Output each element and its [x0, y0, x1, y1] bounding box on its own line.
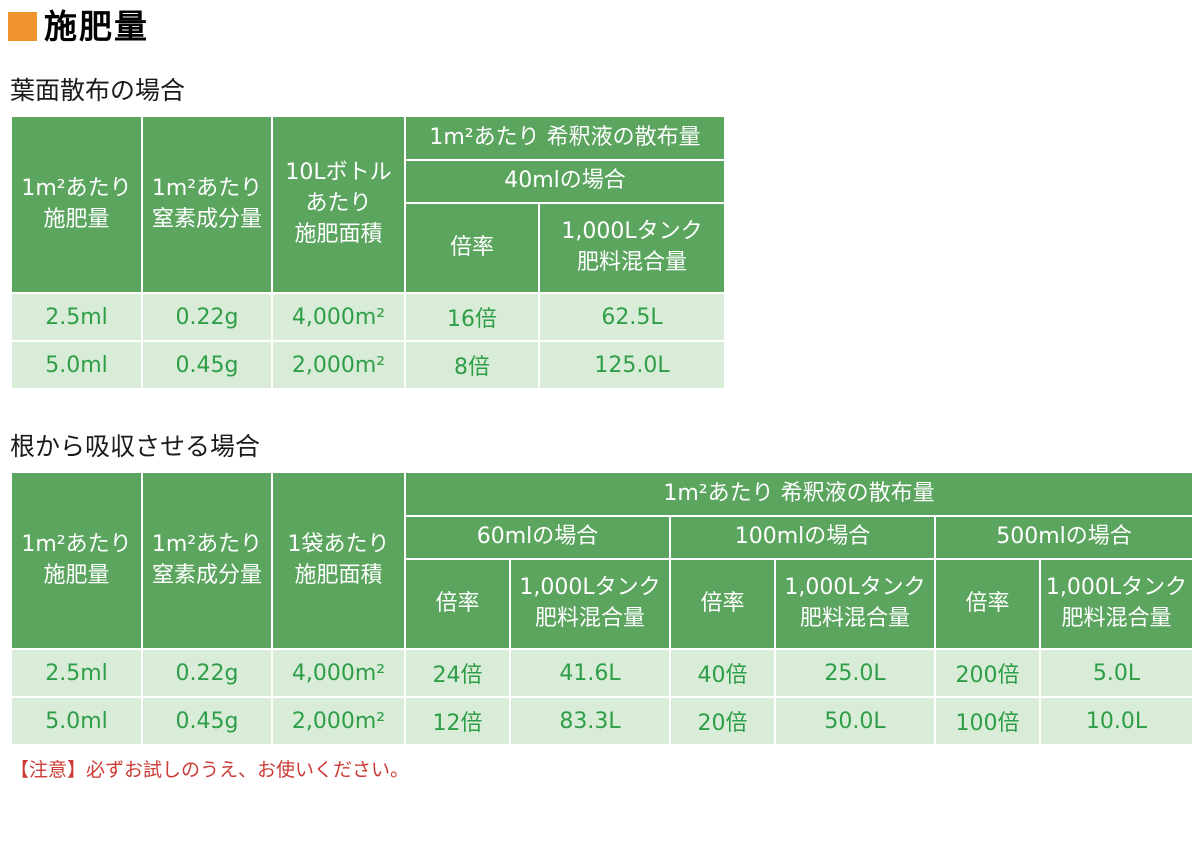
col-header-area-per-bag: 1袋あたり 施肥面積 [271, 471, 406, 650]
foliar-spray-table: 1m²あたり 施肥量 1m²あたり 窒素成分量 10Lボトル あたり 施肥面積 … [10, 115, 726, 390]
data-cell: 62.5L [538, 292, 726, 342]
data-cell: 10.0L [1039, 696, 1194, 746]
data-cell: 125.0L [538, 340, 726, 390]
data-cell: 0.45g [141, 340, 273, 390]
col-header-tank-mix: 1,000Lタンク 肥料混合量 [509, 558, 671, 650]
col-header-nitrogen-per-m2: 1m²あたり 窒素成分量 [141, 115, 273, 294]
foliar-section-label: 葉面散布の場合 [10, 76, 186, 105]
data-cell: 25.0L [774, 648, 936, 698]
col-header-ratio: 倍率 [669, 558, 776, 650]
page-title-row: 施肥量 [8, 10, 1200, 43]
col-header-fertilizer-per-m2: 1m²あたり 施肥量 [10, 115, 143, 294]
col-header-fertilizer-per-m2: 1m²あたり 施肥量 [10, 471, 143, 650]
data-cell: 5.0ml [10, 340, 143, 390]
data-cell: 24倍 [404, 648, 511, 698]
page-title: 施肥量 [44, 7, 149, 46]
data-cell: 0.22g [141, 292, 273, 342]
col-header-area-per-bottle: 10Lボトル あたり 施肥面積 [271, 115, 406, 294]
data-cell: 5.0ml [10, 696, 143, 746]
data-cell: 2.5ml [10, 292, 143, 342]
data-cell: 2,000m² [271, 340, 406, 390]
col-header-case-60ml: 60mlの場合 [404, 515, 671, 560]
col-header-tank-mix: 1,000Lタンク 肥料混合量 [538, 202, 726, 294]
col-header-ratio: 倍率 [404, 558, 511, 650]
col-header-case-500ml: 500mlの場合 [934, 515, 1194, 560]
data-cell: 40倍 [669, 648, 776, 698]
col-header-spray-amount-span: 1m²あたり 希釈液の散布量 [404, 115, 726, 161]
root-section-label: 根から吸収させる場合 [10, 432, 261, 461]
data-cell: 4,000m² [271, 292, 406, 342]
data-cell: 2,000m² [271, 696, 406, 746]
data-cell: 100倍 [934, 696, 1041, 746]
caution-note: 【注意】必ずお試しのうえ、お使いください。 [10, 759, 410, 781]
data-cell: 200倍 [934, 648, 1041, 698]
col-header-spray-amount-span: 1m²あたり 希釈液の散布量 [404, 471, 1194, 517]
col-header-nitrogen-per-m2: 1m²あたり 窒素成分量 [141, 471, 273, 650]
data-cell: 50.0L [774, 696, 936, 746]
data-cell: 20倍 [669, 696, 776, 746]
col-header-ratio: 倍率 [404, 202, 540, 294]
data-cell: 8倍 [404, 340, 540, 390]
col-header-ratio: 倍率 [934, 558, 1041, 650]
data-cell: 2.5ml [10, 648, 143, 698]
data-cell: 5.0L [1039, 648, 1194, 698]
table-row: 2.5ml 0.22g 4,000m² 16倍 62.5L [10, 292, 726, 342]
root-absorption-table: 1m²あたり 施肥量 1m²あたり 窒素成分量 1袋あたり 施肥面積 1m²あた… [10, 471, 1194, 746]
data-cell: 0.45g [141, 696, 273, 746]
table-row: 2.5ml 0.22g 4,000m² 24倍 41.6L 40倍 25.0L … [10, 648, 1194, 698]
title-accent-square [8, 12, 37, 41]
data-cell: 12倍 [404, 696, 511, 746]
data-cell: 0.22g [141, 648, 273, 698]
col-header-case-100ml: 100mlの場合 [669, 515, 936, 560]
data-cell: 4,000m² [271, 648, 406, 698]
data-cell: 83.3L [509, 696, 671, 746]
page: 施肥量 葉面散布の場合 1m²あたり 施肥量 1m²あたり 窒素成分量 10Lボ… [8, 10, 1200, 781]
col-header-tank-mix: 1,000Lタンク 肥料混合量 [1039, 558, 1194, 650]
col-header-tank-mix: 1,000Lタンク 肥料混合量 [774, 558, 936, 650]
data-cell: 41.6L [509, 648, 671, 698]
data-cell: 16倍 [404, 292, 540, 342]
col-header-case-40ml: 40mlの場合 [404, 159, 726, 204]
table-row: 5.0ml 0.45g 2,000m² 8倍 125.0L [10, 340, 726, 390]
table-row: 5.0ml 0.45g 2,000m² 12倍 83.3L 20倍 50.0L … [10, 696, 1194, 746]
